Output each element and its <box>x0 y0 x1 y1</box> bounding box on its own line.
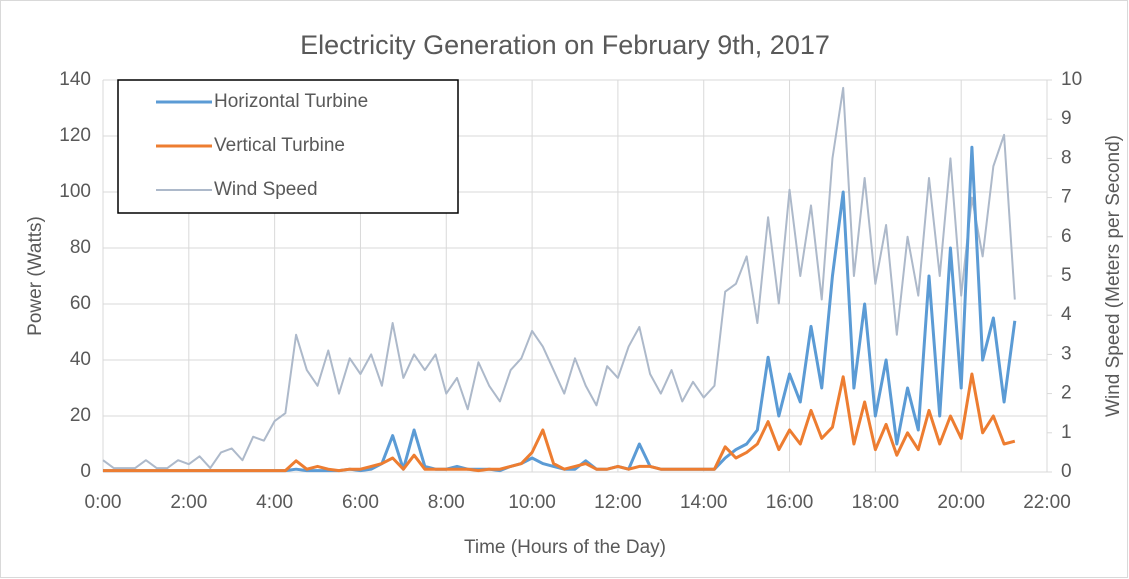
y2-tick-label: 10 <box>1061 69 1082 90</box>
x-tick-label: 8:00 <box>428 492 465 513</box>
y2-tick-label: 8 <box>1061 147 1072 168</box>
chart-title: Electricity Generation on February 9th, … <box>300 30 830 60</box>
x-tick-label: 22:00 <box>1023 492 1071 513</box>
y2-tick-label: 7 <box>1061 187 1072 208</box>
y2-tick-label: 0 <box>1061 461 1072 482</box>
x-axis-label: Time (Hours of the Day) <box>464 537 666 558</box>
legend-label: Wind Speed <box>214 179 318 200</box>
x-tick-label: 10:00 <box>508 492 556 513</box>
x-tick-label: 0:00 <box>85 492 122 513</box>
x-tick-label: 18:00 <box>852 492 900 513</box>
y-tick-label: 120 <box>59 125 91 146</box>
y-tick-label: 80 <box>70 237 91 258</box>
legend-label: Vertical Turbine <box>214 135 345 156</box>
x-tick-label: 6:00 <box>342 492 379 513</box>
legend-label: Horizontal Turbine <box>214 91 368 112</box>
y2-tick-label: 3 <box>1061 343 1072 364</box>
y2-tick-label: 5 <box>1061 265 1072 286</box>
y2-tick-label: 2 <box>1061 383 1072 404</box>
y2-tick-label: 1 <box>1061 422 1072 443</box>
y-axis-label: Power (Watts) <box>25 216 46 336</box>
x-tick-label: 2:00 <box>170 492 207 513</box>
series-line <box>103 372 1016 473</box>
series-line <box>102 86 1016 470</box>
y2-tick-label: 6 <box>1061 226 1072 247</box>
x-tick-label: 12:00 <box>594 492 642 513</box>
x-tick-label: 20:00 <box>937 492 985 513</box>
y-tick-label: 20 <box>70 405 91 426</box>
x-tick-label: 4:00 <box>256 492 293 513</box>
lines <box>102 86 1017 473</box>
y-tick-label: 100 <box>59 181 91 202</box>
x-tick-label: 16:00 <box>766 492 814 513</box>
y-tick-label: 60 <box>70 293 91 314</box>
y2-tick-label: 9 <box>1061 108 1072 129</box>
y2-tick-label: 4 <box>1061 304 1072 325</box>
y-tick-label: 140 <box>59 69 91 90</box>
y2-axis-label: Wind Speed (Meters per Second) <box>1103 135 1124 417</box>
y-tick-label: 0 <box>80 461 91 482</box>
y-tick-label: 40 <box>70 349 91 370</box>
legend: Horizontal TurbineHorizontal TurbineVert… <box>117 79 459 214</box>
x-tick-label: 14:00 <box>680 492 728 513</box>
